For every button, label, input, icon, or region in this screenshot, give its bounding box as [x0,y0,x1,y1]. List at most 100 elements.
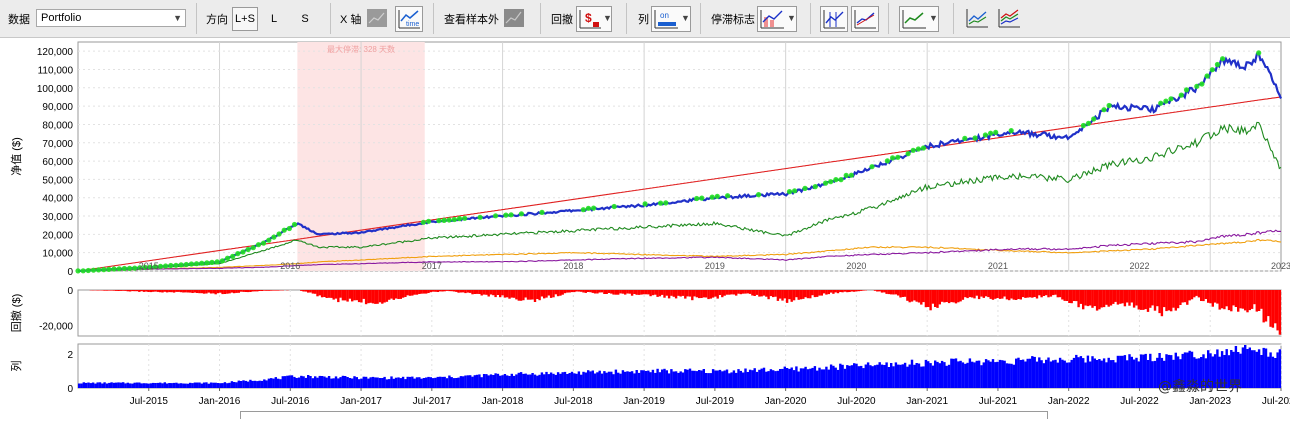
new-high-marker [421,220,426,225]
column-bar [300,376,302,388]
column-bar [985,359,987,388]
equity-y-tick-label: 30,000 [42,212,73,223]
column-bar [795,366,797,388]
x-tick-label: Jul-2017 [413,396,452,407]
toolbar-divider [810,3,811,34]
column-bar [1147,360,1149,388]
drawdown-bar [911,290,913,302]
drawdown-bar [934,290,936,307]
drawdown-bar [1145,290,1147,309]
drawdown-bar [571,290,573,292]
drawdown-bar [1269,290,1271,327]
column-bar [1052,360,1054,388]
stagnation-select[interactable]: ▼ [757,6,797,32]
column-bar [617,373,619,388]
drawdown-bar [393,290,395,300]
drawdown-bar [97,290,99,291]
column-bar [774,371,776,388]
multi-equity-button[interactable] [996,6,1024,32]
drawdown-bar [381,290,383,304]
column-bar [680,371,682,388]
column-bar [1080,356,1082,388]
drawdown-bar [323,290,325,297]
drawdown-bar [154,290,156,292]
direction-l-button[interactable]: L [264,7,284,31]
drawdown-bar [335,290,337,299]
new-high-marker [1158,101,1163,106]
column-bar [964,364,966,388]
drawdown-bar [959,290,961,301]
drawdown-bar [1124,290,1126,306]
column-bar [966,363,968,388]
column-bar [87,383,89,389]
column-bar [631,371,633,388]
drawdown-bar [342,290,344,300]
column-bar [948,365,950,388]
equity-y-tick-label: 90,000 [42,102,73,113]
drawdown-bar [543,290,545,298]
column-bar [314,376,316,388]
drawdown-bar [807,290,809,298]
drawdown-bar [360,290,362,303]
drawdown-bar [682,290,684,296]
horizontal-scrollbar[interactable] [240,411,1048,419]
column-bar [571,372,573,388]
xaxis-trades-button[interactable] [364,6,392,32]
column-bar [1010,364,1012,388]
drawdown-bar [890,290,892,294]
direction-s-button[interactable]: S [294,7,316,31]
drawdown-bar [909,290,911,302]
column-bar [939,363,941,388]
drawdown-bar [693,290,695,296]
drawdown-bar [508,290,510,299]
new-high-marker [612,204,617,209]
column-bar [402,377,404,388]
drawdown-bar [948,290,950,303]
equity-y-tick-label: 40,000 [42,194,73,205]
drawdown-select[interactable]: $ ▼ [576,6,612,32]
column-bar [376,378,378,389]
column-bar [1084,363,1086,389]
drawdown-bar [1022,290,1024,297]
column-bar [733,370,735,388]
column-bar [400,378,402,388]
drawdown-bar [795,290,797,297]
out-of-sample-button[interactable] [501,6,529,32]
column-bar [689,369,691,388]
drawdown-bar [203,290,205,294]
equity-compare-select[interactable]: ▼ [899,6,939,32]
drawdown-bar [1251,290,1253,309]
column-bar [1145,354,1147,388]
portfolio-equity-button[interactable] [964,6,992,32]
drawdown-bar [420,290,422,294]
column-select[interactable]: on ▼ [651,6,691,32]
column-bar [793,370,795,388]
column-bar [333,378,335,388]
column-bar [97,382,99,388]
drawdown-bar [1017,290,1019,299]
drawdown-bar [124,290,126,291]
drawdown-bar [707,290,709,299]
column-bar [973,362,975,388]
direction-ls-button[interactable]: L+S [232,7,258,31]
drawdown-bar [714,290,716,297]
drawdown-bar [383,290,385,303]
drawdown-bar [228,290,230,293]
new-high-marker [1205,73,1210,78]
drawdown-bar [379,290,381,302]
chart-view-2-button[interactable] [851,6,879,32]
column-bar [1274,358,1276,388]
column-bar [892,366,894,388]
drawdown-bar [1177,290,1179,308]
column-bar [228,383,230,388]
drawdown-bar [575,290,577,292]
xaxis-time-button[interactable]: time [395,6,423,32]
drawdown-bar [395,290,397,299]
chart-view-1-button[interactable] [820,6,848,32]
data-select[interactable]: Portfolio ▼ [36,9,186,27]
drawdown-bar [936,290,938,308]
column-bar [978,361,980,388]
column-bar [455,378,457,388]
drawdown-bar [1172,290,1174,308]
